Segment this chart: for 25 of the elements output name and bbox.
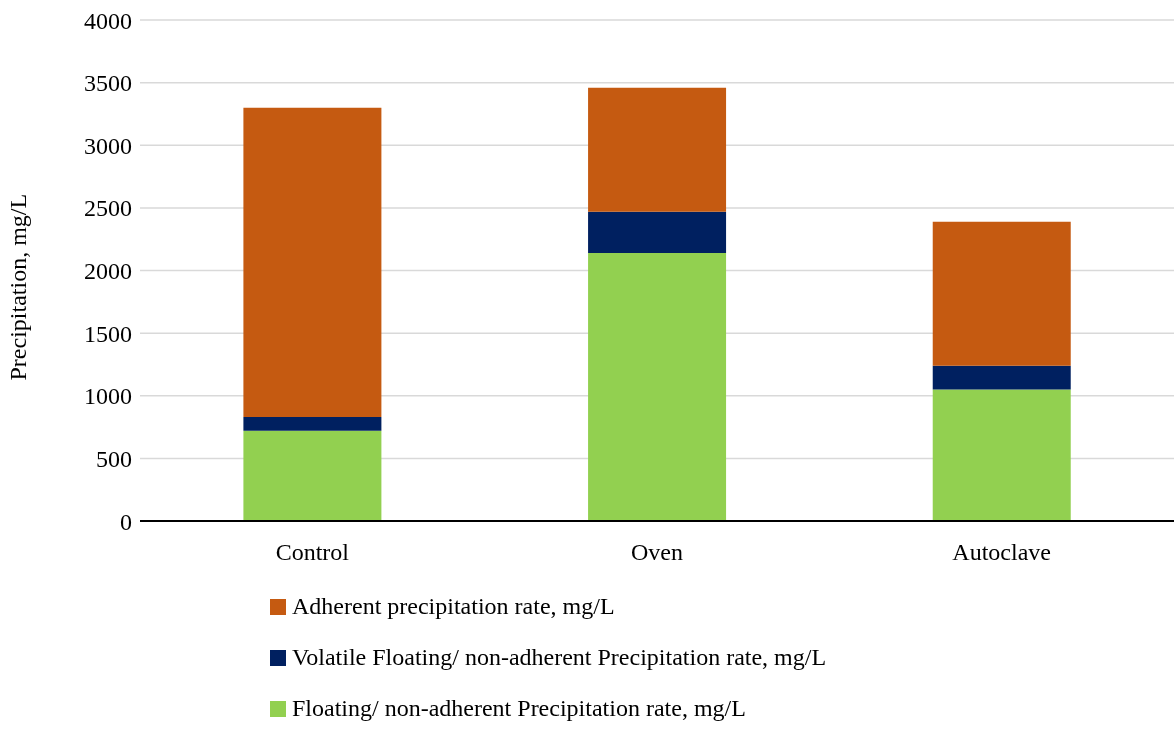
y-tick-label: 1500: [84, 320, 132, 347]
bar: [243, 417, 382, 431]
legend-label: Adherent precipitation rate, mg/L: [292, 593, 615, 620]
x-tick-label: Autoclave: [952, 539, 1051, 566]
y-tick-label: 1000: [84, 383, 132, 410]
x-tick-label: Oven: [631, 539, 683, 566]
bar: [588, 211, 727, 253]
x-tick-label: Control: [275, 539, 350, 566]
y-tick-label: 2500: [84, 195, 132, 222]
y-tick-label: 500: [96, 445, 132, 472]
y-axis-title: Precipitation, mg/L: [4, 193, 31, 381]
bar: [588, 252, 727, 521]
bar: [932, 389, 1071, 521]
y-tick-label: 0: [120, 508, 132, 535]
y-tick-label: 2000: [84, 258, 132, 285]
bar: [932, 221, 1071, 366]
y-tick-label: 3000: [84, 132, 132, 159]
legend-label: Floating/ non-adherent Precipitation rate, mg/L: [292, 695, 746, 722]
bar: [243, 430, 382, 521]
y-tick-label: 3500: [84, 70, 132, 97]
bar: [932, 365, 1071, 390]
y-tick-label: 4000: [84, 7, 132, 34]
bar: [243, 107, 382, 418]
legend-label: Volatile Floating/ non-adherent Precipitation rate, mg/L: [292, 644, 827, 671]
bar: [588, 87, 727, 212]
